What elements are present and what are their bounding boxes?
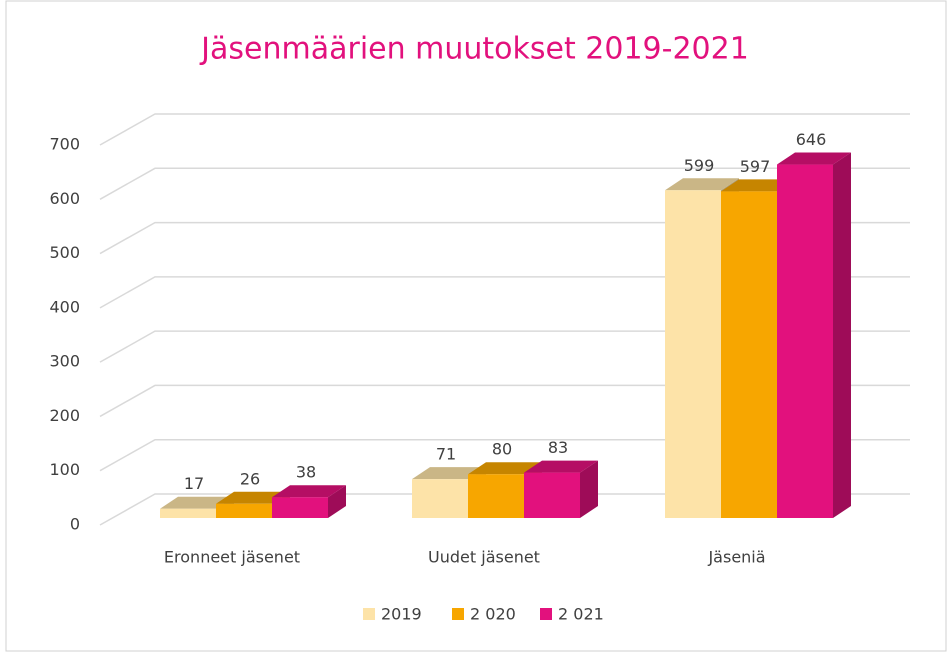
bar	[777, 152, 851, 518]
x-tick-label: Jäseniä	[707, 548, 765, 567]
y-tick-label: 400	[49, 297, 80, 316]
bar	[524, 460, 598, 518]
grid-line	[99, 438, 910, 472]
grid-line	[99, 221, 910, 255]
value-label: 83	[548, 438, 568, 457]
value-label: 80	[492, 440, 512, 459]
value-label: 646	[796, 130, 827, 149]
bar-front	[524, 472, 580, 518]
legend-label: 2019	[381, 605, 422, 624]
bar-top	[524, 460, 598, 473]
value-label: 597	[740, 157, 771, 176]
grid-line	[99, 330, 910, 363]
bar-side	[833, 152, 851, 518]
x-tick-label: Uudet jäsenet	[428, 548, 540, 567]
bar-front	[777, 164, 833, 518]
bar-top	[216, 491, 290, 504]
bar	[272, 485, 346, 518]
legend-swatch	[363, 608, 375, 620]
bar-top	[468, 462, 542, 475]
x-tick-label: Eronneet jäsenet	[164, 548, 300, 567]
bar-top	[160, 496, 234, 509]
bar-top	[412, 467, 486, 480]
y-tick-label: 600	[49, 189, 80, 208]
bar-side	[580, 460, 598, 518]
y-tick-label: 0	[70, 515, 80, 534]
legend-label: 2 021	[558, 605, 604, 624]
bar-top	[665, 178, 739, 191]
chart-title: Jäsenmäärien muutokset 2019-2021	[199, 32, 749, 67]
bar-front	[412, 479, 468, 518]
bar-front	[468, 474, 524, 518]
bar-side	[328, 485, 346, 518]
bar-top	[272, 485, 346, 498]
value-label: 38	[296, 463, 316, 482]
legend-swatch	[452, 608, 464, 620]
bar-top	[777, 152, 851, 165]
value-label: 26	[240, 469, 260, 488]
grid-line	[99, 167, 910, 200]
bar-front	[665, 190, 721, 519]
value-label: 17	[184, 474, 204, 493]
grid-line	[99, 113, 910, 146]
legend-swatch	[540, 608, 552, 620]
bar-top	[721, 179, 795, 192]
y-tick-label: 300	[49, 352, 80, 371]
bar-front	[160, 508, 216, 518]
y-tick-label: 700	[49, 135, 80, 154]
y-tick-label: 500	[49, 243, 80, 262]
bar-front	[272, 497, 328, 518]
y-tick-label: 100	[49, 460, 80, 479]
bar-front	[216, 503, 272, 518]
legend-label: 2 020	[470, 605, 516, 624]
y-tick-label: 200	[49, 406, 80, 425]
value-label: 599	[684, 156, 715, 175]
bar-front	[721, 191, 777, 518]
grid-line	[99, 276, 910, 309]
grid-line	[99, 384, 910, 418]
value-label: 71	[436, 445, 456, 464]
grid-line	[99, 493, 910, 526]
